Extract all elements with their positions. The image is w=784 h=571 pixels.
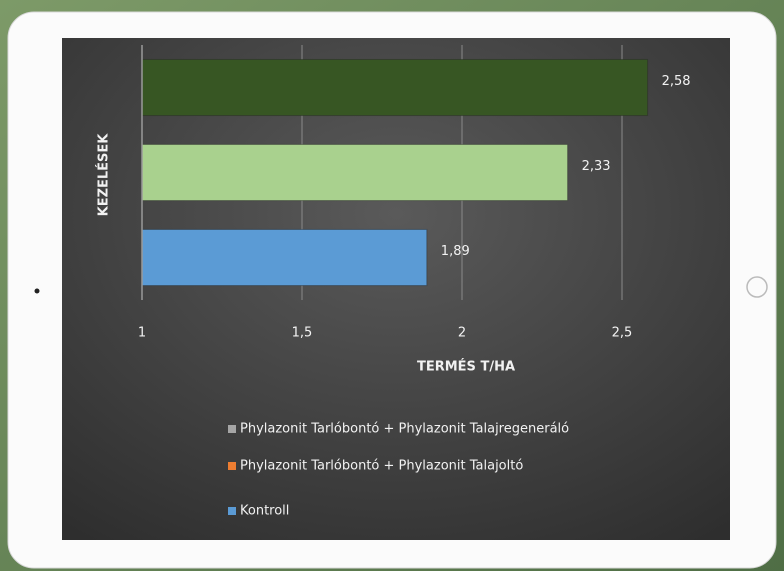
legend-swatch — [228, 425, 236, 433]
bar — [141, 58, 649, 117]
legend-swatch — [228, 507, 236, 515]
data-label: 1,89 — [441, 244, 470, 259]
legend-label: Kontroll — [240, 504, 289, 519]
data-label: 2,58 — [662, 74, 691, 89]
legend-swatch — [228, 462, 236, 470]
chart-area — [62, 38, 730, 540]
x-axis-title: TERMÉS T/HA — [417, 359, 515, 375]
x-tick-label: 1,5 — [292, 326, 313, 341]
bullet — [34, 288, 40, 294]
bar — [141, 228, 428, 287]
data-label: 2,33 — [582, 159, 611, 174]
x-tick-label: 1 — [138, 326, 146, 341]
legend-label: Phylazonit Tarlóbontó + Phylazonit Talaj… — [240, 459, 523, 474]
x-tick-label: 2 — [458, 326, 466, 341]
home-button — [746, 276, 768, 298]
legend-label: Phylazonit Tarlóbontó + Phylazonit Talaj… — [240, 422, 569, 437]
bar — [141, 143, 569, 202]
x-tick-label: 2,5 — [612, 326, 633, 341]
y-axis-title: KEZELÉSEK — [96, 133, 112, 217]
